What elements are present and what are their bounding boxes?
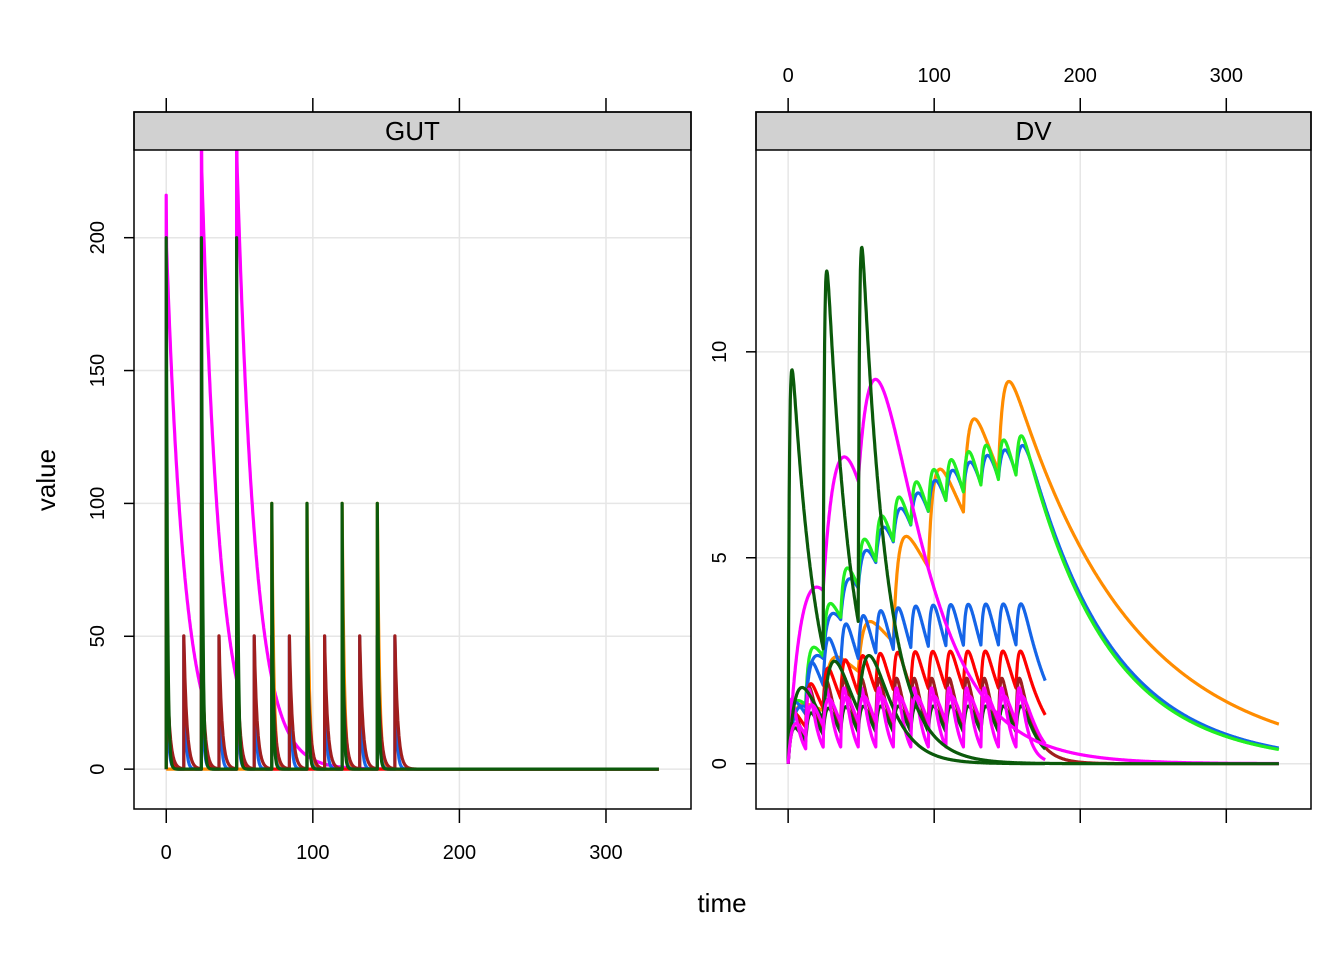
- strip-background: [755, 111, 1312, 151]
- y-tick-label: 150: [87, 354, 109, 387]
- series-line-green-2: [786, 434, 1281, 764]
- y-axis-title: value: [31, 449, 61, 511]
- y-tick-label: 10: [709, 341, 731, 363]
- x-tick-label: 100: [917, 65, 950, 87]
- x-tick-label: 0: [161, 842, 172, 864]
- x-tick-label: 300: [1210, 65, 1243, 87]
- series-line-dark-green-5: [164, 236, 660, 771]
- panel-gut: GUT 0 50 100 150 200 0 100 200 300: [87, 98, 692, 864]
- x-tick-label: 200: [1064, 65, 1097, 87]
- series-line-blue-3: [786, 602, 1047, 764]
- strip-label: GUT: [385, 116, 440, 146]
- series-line-blue-1: [786, 443, 1281, 764]
- y-tick-label: 200: [87, 221, 109, 254]
- panel-frame: [755, 111, 1312, 810]
- x-axis-title: time: [697, 888, 746, 918]
- panel-frame: [133, 111, 692, 810]
- series-lines: [786, 245, 1281, 766]
- series-line-dark-green-10: [786, 654, 1047, 766]
- y-tick-label: 5: [709, 552, 731, 563]
- y-tick-label: 100: [87, 487, 109, 520]
- x-tick-label: 300: [589, 842, 622, 864]
- y-tick-label: 50: [87, 625, 109, 647]
- y-tick-label: 0: [709, 758, 731, 769]
- grid: [756, 150, 1311, 809]
- x-tick-label: 100: [296, 842, 329, 864]
- x-tick-label: 200: [443, 842, 476, 864]
- x-tick-label: 0: [783, 65, 794, 87]
- strip-label: DV: [1015, 116, 1052, 146]
- series-line-magenta-11: [786, 694, 1047, 764]
- y-tick-label: 0: [87, 764, 109, 775]
- series-line-red-4: [786, 649, 1047, 764]
- series-line-magenta-8: [786, 686, 1047, 764]
- series-line-orange-0: [786, 379, 1281, 764]
- series-lines: [164, 150, 660, 771]
